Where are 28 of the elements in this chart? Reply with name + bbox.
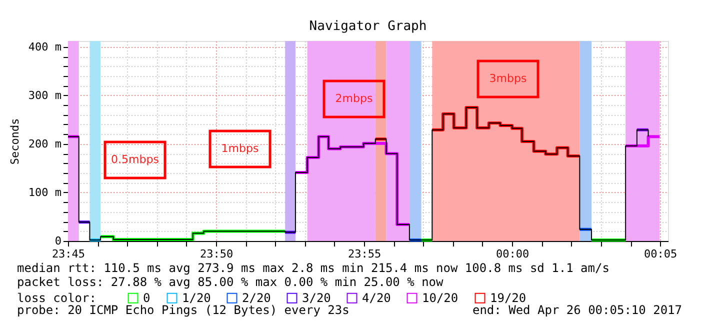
- y-tick-label: 200 m: [28, 137, 62, 150]
- legend-label: 10/20: [422, 291, 458, 306]
- legend-label: 0: [143, 291, 150, 306]
- y-tick-label: 400 m: [28, 40, 62, 54]
- y-axis-title: Seconds: [8, 118, 22, 165]
- text: probe: 20 ICMP Echo Pings (12 Bytes) every 23s: [17, 303, 350, 317]
- x-tick-label: 00:05: [644, 248, 678, 260]
- text: median rtt: 110.5 ms avg 273.9 ms max 2.8 ms min 215.4 ms now 100.8 ms sd 1.1 am/s: [17, 261, 610, 275]
- x-tick-label: 23:50: [200, 248, 234, 260]
- y-tick-label: 100 m: [28, 186, 62, 199]
- x-tick-label: 23:45: [52, 248, 86, 260]
- legend-label: 4/20: [362, 291, 391, 306]
- y-tick-label: 0: [54, 234, 62, 248]
- legend-label: 19/20: [490, 291, 526, 306]
- chart-title: Navigator Graph: [309, 18, 427, 34]
- text: end: Wed Apr 26 00:05:10 2017: [472, 303, 682, 317]
- legend-label: 2/20: [242, 291, 271, 306]
- x-tick-label: 23:55: [348, 248, 382, 260]
- annotation: 0.5mbps: [111, 153, 160, 166]
- annotation: 1mbps: [221, 142, 259, 155]
- legend-label: 1/20: [182, 291, 211, 306]
- text: packet loss: 27.88 % avg 85.00 % max 0.00 % min 25.00 % now: [17, 275, 444, 289]
- y-tick-label: 300 m: [28, 88, 62, 102]
- legend-title: loss color:: [17, 291, 96, 305]
- annotation: 3mbps: [489, 72, 527, 85]
- legend-label: 3/20: [302, 291, 331, 306]
- annotation: 2mbps: [335, 92, 373, 105]
- x-tick-label: 00:00: [496, 248, 530, 260]
